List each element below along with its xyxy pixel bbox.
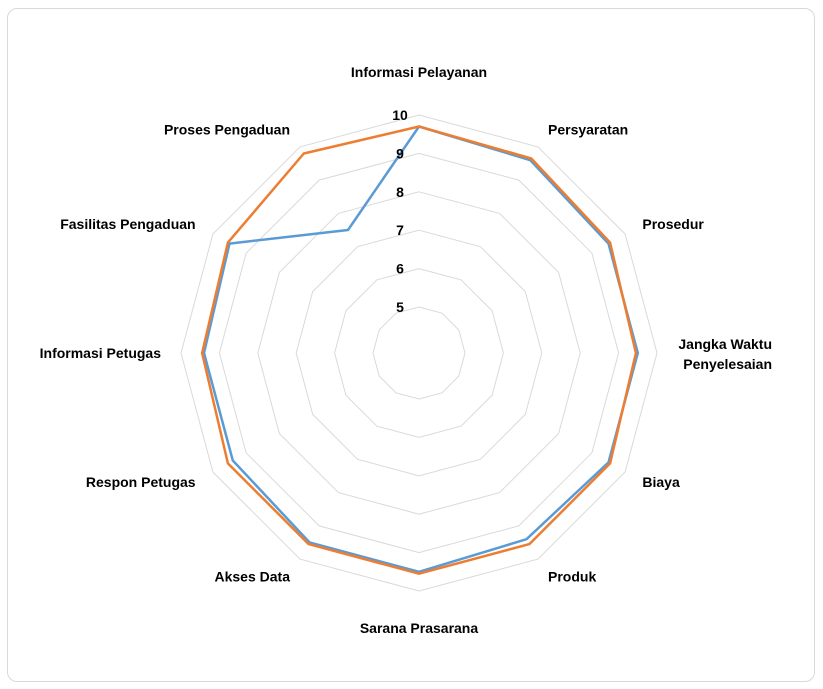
tick-label-9: 9 bbox=[396, 145, 404, 161]
series-layer bbox=[200, 125, 640, 575]
category-label-informasi-petugas: Informasi Petugas bbox=[40, 345, 162, 361]
category-label-persyaratan: Persyaratan bbox=[548, 122, 628, 138]
grid-ring-9 bbox=[218, 152, 620, 554]
category-label-produk: Produk bbox=[548, 568, 596, 584]
tick-labels: 5 6 7 8 9 10 bbox=[392, 107, 408, 315]
tick-label-6: 6 bbox=[396, 261, 404, 277]
grid-layer bbox=[180, 114, 658, 592]
category-label-akses-data: Akses Data bbox=[215, 568, 291, 584]
tick-label-8: 8 bbox=[396, 184, 404, 200]
series-line-2 bbox=[200, 125, 638, 575]
tick-label-5: 5 bbox=[396, 299, 404, 315]
category-label-biaya: Biaya bbox=[642, 474, 680, 490]
category-labels: Informasi Pelayanan Persyaratan Prosedur Ja… bbox=[40, 64, 772, 636]
category-label-proses-pengaduan: Proses Pengaduan bbox=[164, 122, 290, 138]
category-label-prosedur: Prosedur bbox=[642, 216, 704, 232]
tick-label-10: 10 bbox=[392, 107, 408, 123]
category-label-sarana-prasarana: Sarana Prasarana bbox=[360, 620, 479, 636]
grid-ring-10 bbox=[180, 114, 658, 592]
grid-ring-7 bbox=[295, 229, 543, 477]
category-label-informasi-pelayanan: Informasi Pelayanan bbox=[351, 64, 487, 80]
grid-ring-8 bbox=[257, 191, 581, 515]
category-label-fasilitas-pengaduan: Fasilitas Pengaduan bbox=[60, 216, 195, 232]
category-label-respon-petugas: Respon Petugas bbox=[86, 474, 196, 490]
category-label-jangka-waktu-penyelesaian: Jangka Waktu Penyelesaian bbox=[678, 336, 772, 372]
series-line-1 bbox=[202, 125, 640, 574]
grid-ring-5 bbox=[372, 306, 466, 400]
tick-label-7: 7 bbox=[396, 222, 404, 238]
grid-ring-6 bbox=[334, 268, 504, 438]
